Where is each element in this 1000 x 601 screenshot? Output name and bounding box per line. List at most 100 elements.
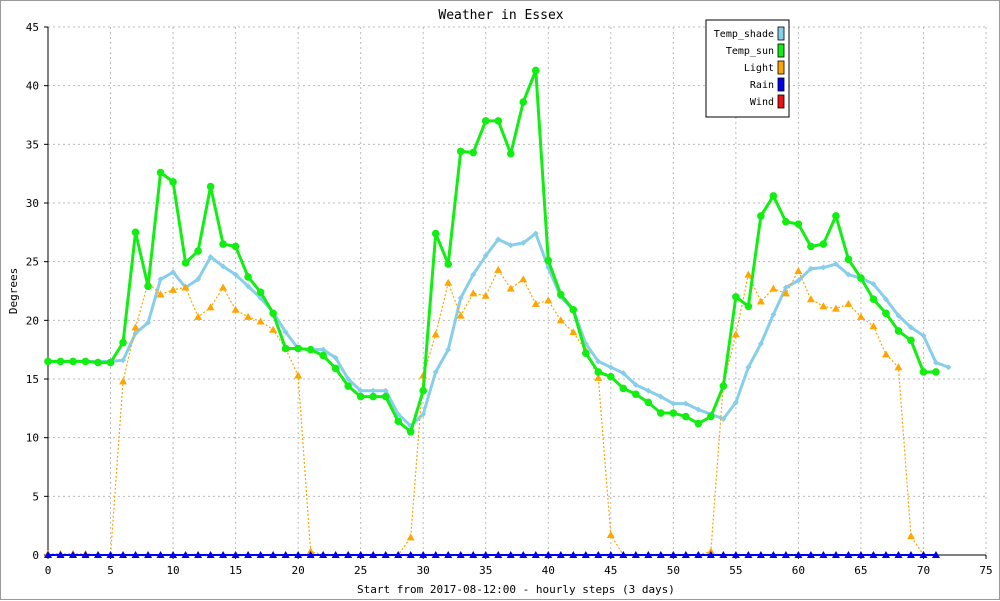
x-tick-label: 35 — [479, 564, 492, 577]
y-tick-label: 10 — [26, 432, 39, 445]
data-point — [856, 551, 865, 558]
data-point — [832, 261, 839, 268]
data-point — [531, 299, 540, 307]
x-tick-label: 75 — [979, 564, 992, 577]
data-point — [157, 276, 164, 283]
data-point — [319, 351, 327, 360]
data-point — [431, 330, 440, 338]
data-point — [131, 228, 140, 237]
data-point — [857, 274, 865, 282]
data-point — [444, 278, 453, 286]
data-point — [381, 392, 390, 401]
data-point — [632, 381, 639, 388]
data-point — [782, 217, 790, 226]
data-point — [181, 283, 190, 291]
data-point — [931, 551, 940, 558]
data-point — [682, 412, 690, 421]
data-point — [194, 247, 202, 255]
data-point — [256, 551, 265, 558]
legend-label: Light — [744, 63, 774, 74]
data-point — [744, 551, 753, 558]
data-point — [194, 312, 203, 320]
legend-label: Temp_sun — [726, 46, 774, 57]
data-point — [232, 271, 239, 278]
data-point — [344, 551, 353, 558]
grid-lines — [48, 26, 987, 555]
data-point — [169, 178, 177, 186]
data-point — [345, 376, 352, 382]
data-point — [844, 299, 853, 307]
data-point — [756, 551, 765, 558]
data-point — [207, 253, 214, 260]
series-line — [48, 68, 936, 434]
data-point — [506, 551, 515, 558]
data-point — [482, 252, 489, 259]
data-point — [356, 551, 365, 558]
data-point — [769, 284, 778, 292]
y-tick-label: 40 — [26, 80, 39, 93]
data-point — [494, 117, 503, 125]
data-point — [706, 551, 715, 558]
data-point — [645, 387, 652, 394]
data-point — [131, 551, 140, 558]
data-point — [619, 384, 628, 393]
data-point — [331, 364, 340, 373]
data-point — [907, 324, 914, 331]
data-point — [719, 382, 728, 390]
data-point — [181, 259, 190, 267]
legend-item: Light — [744, 60, 785, 75]
x-tick-label: 70 — [917, 564, 930, 577]
data-point — [144, 551, 153, 558]
data-point — [644, 398, 653, 407]
data-point — [919, 551, 928, 558]
data-point — [320, 346, 327, 353]
data-point — [231, 305, 240, 313]
data-point — [706, 547, 715, 555]
data-point — [845, 271, 852, 278]
data-point — [145, 319, 152, 326]
data-point — [920, 332, 927, 339]
data-point — [881, 551, 890, 558]
data-point — [269, 325, 278, 333]
data-point — [170, 269, 177, 276]
data-point — [306, 345, 315, 354]
data-point — [494, 265, 503, 273]
data-point — [882, 309, 890, 318]
data-point — [806, 551, 815, 558]
data-point — [656, 551, 665, 558]
data-point — [532, 230, 539, 237]
data-point — [194, 551, 203, 558]
x-tick-label: 10 — [166, 564, 179, 577]
data-point — [644, 551, 653, 558]
data-point — [94, 358, 102, 367]
data-point — [819, 240, 828, 248]
data-point — [469, 148, 478, 157]
data-point — [831, 304, 840, 312]
y-tick-label: 25 — [26, 256, 39, 269]
data-point — [569, 551, 578, 558]
data-point — [69, 551, 78, 558]
data-point — [256, 288, 265, 296]
data-point — [206, 303, 215, 311]
data-point — [356, 392, 365, 401]
data-point — [707, 412, 715, 421]
x-tick-label: 60 — [792, 564, 805, 577]
data-point — [869, 322, 878, 330]
data-point — [894, 327, 903, 335]
data-point — [244, 551, 253, 558]
x-tick-label: 45 — [604, 564, 617, 577]
data-point — [495, 236, 502, 243]
data-point — [520, 239, 527, 246]
data-point — [531, 66, 540, 75]
data-point — [56, 357, 65, 366]
x-tick-label: 5 — [107, 564, 114, 577]
data-point — [256, 317, 265, 325]
data-point — [732, 293, 740, 301]
data-point — [331, 551, 340, 558]
legend-item: Temp_shade — [714, 26, 785, 41]
data-point — [569, 328, 578, 336]
data-point — [932, 359, 939, 366]
legend-item: Temp_sun — [726, 43, 785, 58]
